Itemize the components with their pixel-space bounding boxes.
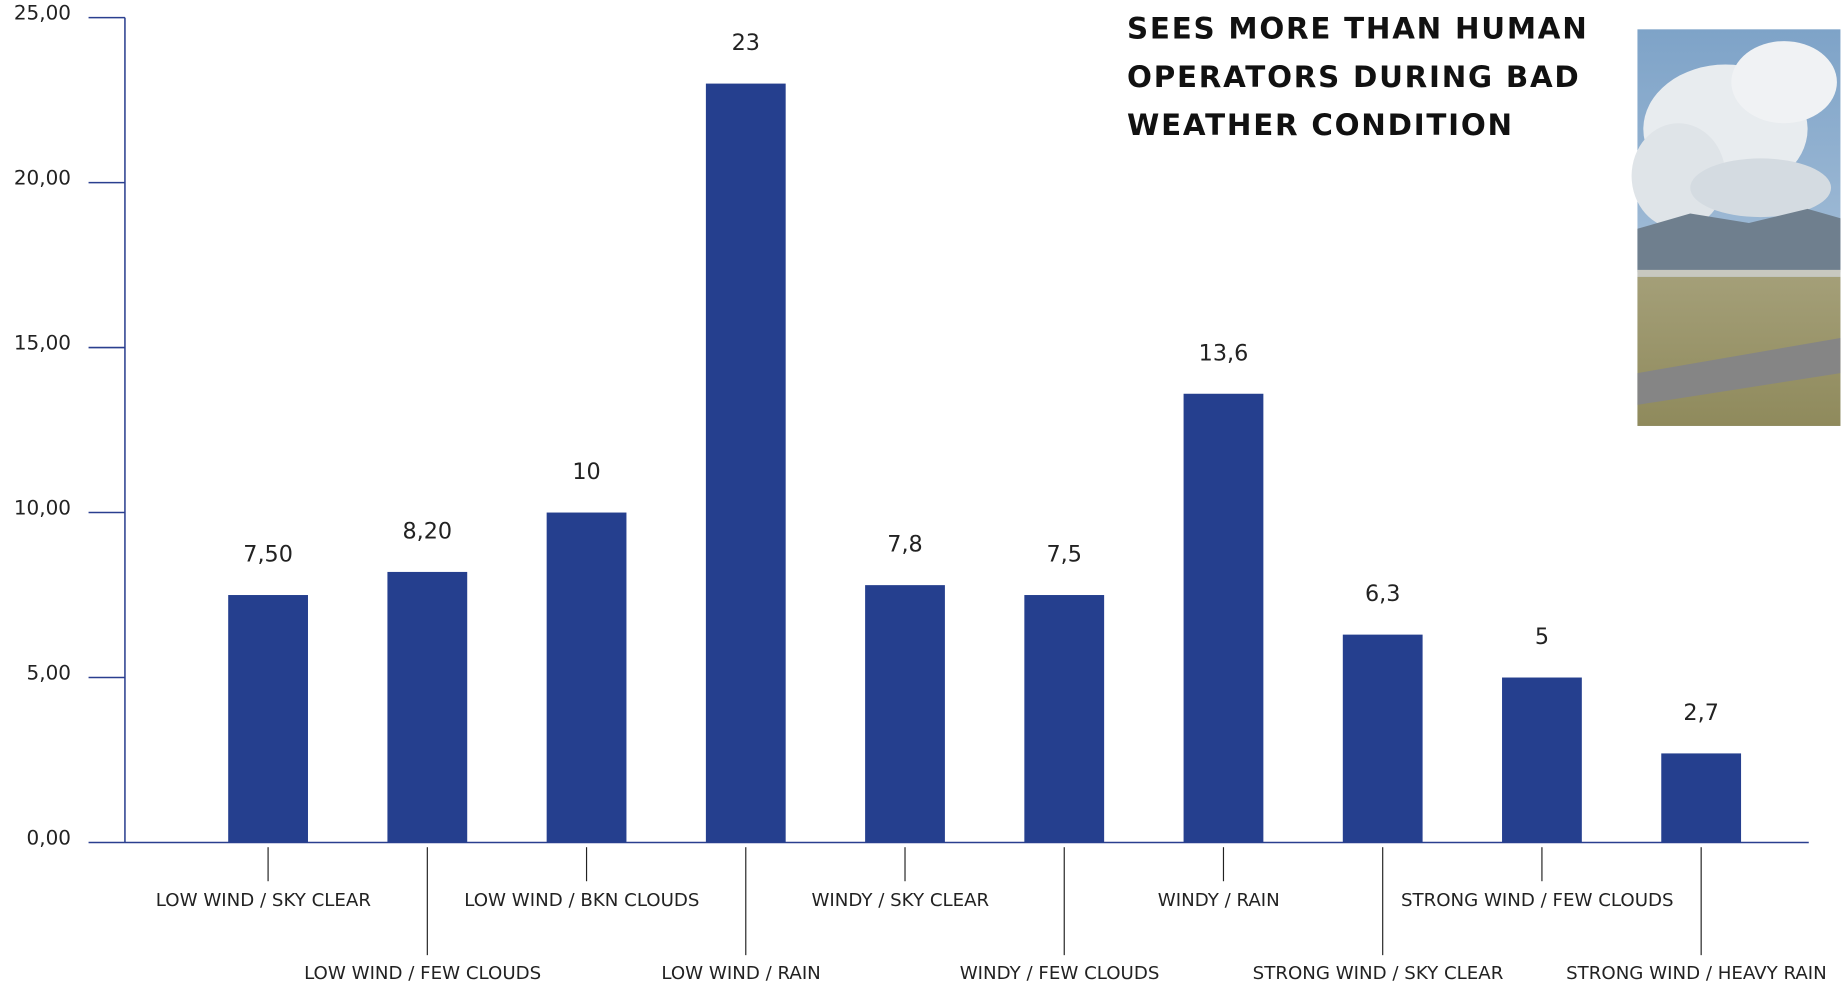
bar (865, 585, 945, 843)
y-tick-label: 10,00 (14, 496, 71, 520)
photo (1631, 29, 1841, 426)
x-tick-label: WINDY / FEW CLOUDS (960, 963, 1160, 984)
y-tick-label: 25,00 (14, 1, 71, 25)
bar (1183, 393, 1264, 843)
bar (387, 571, 468, 843)
y-tick-label: 0,00 (27, 825, 71, 849)
x-tick-label: LOW WIND / SKY CLEAR (156, 890, 372, 911)
value-label: 7,50 (243, 542, 293, 568)
value-label: 8,20 (403, 519, 453, 545)
bar (228, 595, 308, 843)
title-box: SEES MORE THAN HUMAN OPERATORS DURING BA… (1127, 11, 1589, 142)
value-label: 23 (732, 30, 760, 56)
value-label: 2,7 (1683, 700, 1718, 726)
x-tick-label: LOW WIND / BKN CLOUDS (464, 890, 699, 911)
value-label: 13,6 (1199, 340, 1249, 366)
chart-title: SEES MORE THAN HUMAN OPERATORS DURING BA… (1127, 11, 1589, 142)
value-label: 7,8 (887, 532, 922, 558)
y-tick-label: 20,00 (14, 166, 71, 190)
x-tick-label: LOW WIND / RAIN (661, 963, 820, 984)
bar (705, 83, 786, 843)
value-label: 7,5 (1047, 542, 1082, 568)
x-tick-label: WINDY / SKY CLEAR (811, 890, 989, 911)
value-label: 10 (572, 459, 600, 485)
x-tick-label: STRONG WIND / HEAVY RAIN (1566, 963, 1827, 984)
bar (1342, 634, 1423, 843)
bar (1661, 753, 1742, 843)
bar (1024, 595, 1105, 843)
y-tick-label: 5,00 (27, 660, 71, 684)
x-tick-label: WINDY / RAIN (1158, 890, 1280, 911)
x-tick-label: LOW WIND / FEW CLOUDS (304, 963, 541, 984)
value-label: 6,3 (1365, 581, 1400, 607)
bar (1502, 677, 1582, 843)
value-label: 5 (1535, 624, 1549, 650)
x-tick-label: STRONG WIND / SKY CLEAR (1253, 963, 1504, 984)
x-tick-label: STRONG WIND / FEW CLOUDS (1401, 890, 1674, 911)
bar (546, 512, 627, 843)
y-tick-label: 15,00 (14, 331, 71, 355)
